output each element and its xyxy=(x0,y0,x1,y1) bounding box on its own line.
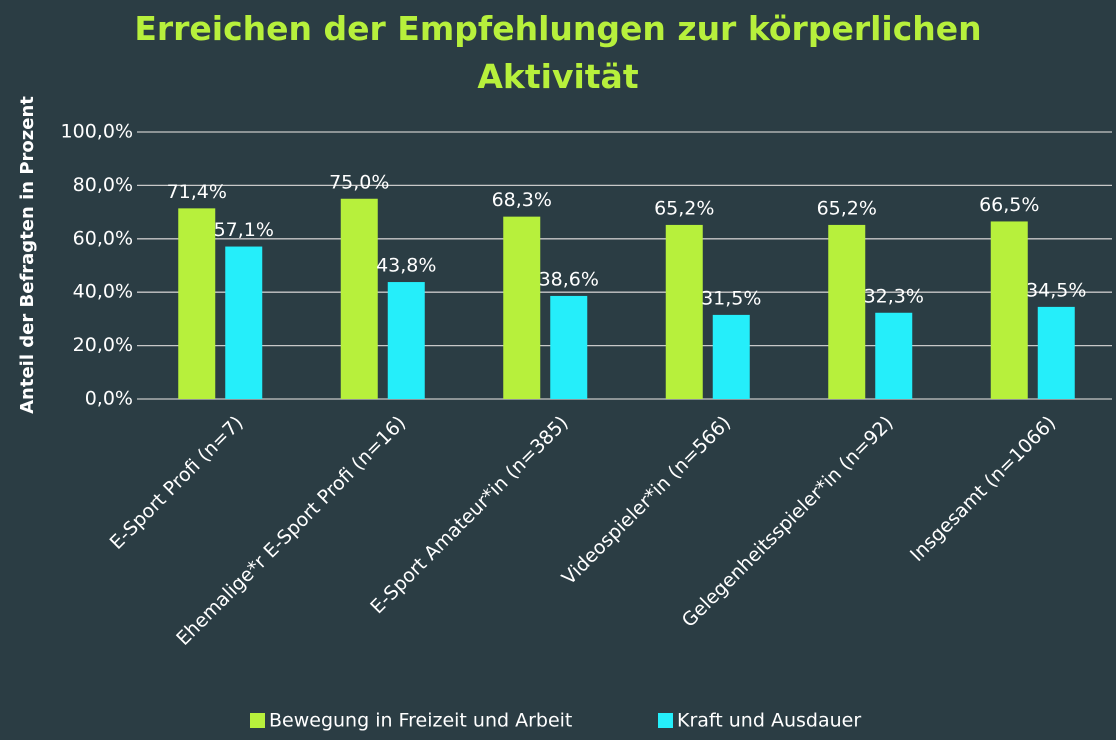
y-axis-label: Anteil der Befragten in Prozent xyxy=(17,96,38,414)
legend-swatch xyxy=(658,713,673,728)
bar xyxy=(225,246,263,399)
legend-label: Kraft und Ausdauer xyxy=(677,710,861,732)
value-label: 65,2% xyxy=(817,197,877,219)
y-tick-label: 40,0% xyxy=(73,281,133,303)
bar xyxy=(178,208,216,399)
y-tick-label: 60,0% xyxy=(73,227,133,249)
value-label: 66,5% xyxy=(979,194,1039,216)
y-tick-label: 100,0% xyxy=(61,121,133,143)
bar xyxy=(1037,306,1075,399)
value-label: 43,8% xyxy=(376,255,436,277)
bar xyxy=(712,314,750,399)
value-label: 71,4% xyxy=(167,181,227,203)
bar xyxy=(990,221,1028,399)
value-label: 68,3% xyxy=(492,189,552,211)
bar xyxy=(340,198,378,399)
bar xyxy=(875,312,913,399)
bar xyxy=(828,224,866,399)
bar xyxy=(550,295,588,399)
value-label: 31,5% xyxy=(701,287,761,309)
value-label: 38,6% xyxy=(539,268,599,290)
y-tick-label: 20,0% xyxy=(73,334,133,356)
value-label: 32,3% xyxy=(864,285,924,307)
value-label: 65,2% xyxy=(654,197,714,219)
y-tick-label: 0,0% xyxy=(85,388,133,410)
chart-title: Erreichen der Empfehlungen zur körperlic… xyxy=(134,9,981,96)
legend-swatch xyxy=(250,713,265,728)
value-label: 75,0% xyxy=(329,171,389,193)
bar xyxy=(665,224,703,399)
y-tick-label: 80,0% xyxy=(73,174,133,196)
value-label: 57,1% xyxy=(214,219,274,241)
legend-label: Bewegung in Freizeit und Arbeit xyxy=(269,710,572,732)
value-label: 34,5% xyxy=(1026,279,1086,301)
bar xyxy=(387,282,425,399)
bar xyxy=(503,216,541,399)
